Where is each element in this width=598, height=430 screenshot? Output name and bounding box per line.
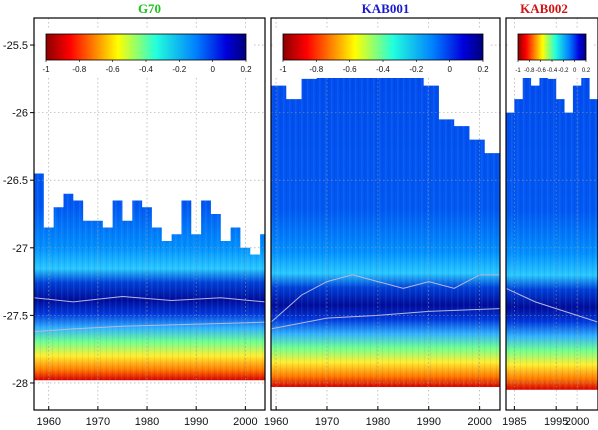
y-tick-label: -26 <box>12 108 28 120</box>
colorbar-tick-label: 0 <box>573 68 577 74</box>
colorbar-gradient <box>45 33 247 61</box>
heatmap-texture <box>271 31 500 388</box>
x-tick-label: 1960 <box>37 416 61 428</box>
colorbar: -1 -0.8 -0.6 -0.4 -0.2 0 0.2 <box>38 30 254 78</box>
panel-frame <box>505 17 598 411</box>
colorbar-tick-label: 0.2 <box>477 65 489 74</box>
colorbar-tick-label: -0.4 <box>139 65 153 74</box>
colorbar: -1 -0.8 -0.6 -0.4 -0.2 0 0.2 <box>510 30 594 78</box>
panel-title: KAB002 <box>520 1 568 16</box>
colorbar-tick-label: -0.6 <box>106 65 120 74</box>
x-tick-label: 2000 <box>565 416 589 428</box>
heatmap-texture <box>34 173 265 381</box>
colorbar-tick-label: -0.2 <box>409 65 423 74</box>
colorbar-tick-label: -0.8 <box>309 65 323 74</box>
colorbar-tick-label: -0.2 <box>558 68 569 74</box>
heatmap-texture <box>506 58 598 390</box>
x-tick-label: 1980 <box>366 416 390 428</box>
colorbar-tick-label: -0.6 <box>535 68 546 74</box>
y-tick-label: -25.5 <box>3 40 28 52</box>
colorbar-gradient <box>517 33 587 61</box>
x-tick-label: 2000 <box>233 416 257 428</box>
y-tick-label: -27.5 <box>3 310 28 322</box>
colorbar-tick-label: 0.2 <box>582 68 591 74</box>
panel-title: KAB001 <box>362 1 410 16</box>
colorbar-tick-label: 0.2 <box>240 65 252 74</box>
y-tick-label: -27 <box>12 243 28 255</box>
colorbar-tick-label: -0.8 <box>524 68 535 74</box>
colorbar-tick-label: -1 <box>279 65 287 74</box>
x-tick-label: 1985 <box>502 416 526 428</box>
colorbar-tick-label: -1 <box>42 65 50 74</box>
colorbar: -1 -0.8 -0.6 -0.4 -0.2 0 0.2 <box>275 30 491 78</box>
x-tick-label: 1990 <box>184 416 208 428</box>
y-tick-label: -28 <box>12 378 28 390</box>
colorbar-tick-label: -0.4 <box>547 68 558 74</box>
panel-title: G70 <box>138 1 161 16</box>
x-tick-label: 1960 <box>264 416 288 428</box>
x-tick-label: 1995 <box>544 416 568 428</box>
colorbar-tick-label: -0.6 <box>343 65 357 74</box>
x-tick-label: 1990 <box>417 416 441 428</box>
colorbar-gradient <box>282 33 484 61</box>
x-tick-label: 2000 <box>467 416 491 428</box>
colorbar-tick-label: -0.2 <box>172 65 186 74</box>
colorbar-tick-label: -1 <box>515 68 521 74</box>
x-tick-label: 1980 <box>135 416 159 428</box>
colorbar-tick-label: -0.4 <box>376 65 390 74</box>
y-tick-label: -26.5 <box>3 175 28 187</box>
contour-line <box>271 274 500 323</box>
panel-2: 1960 1970 1980 1990 2000 KAB001 -1 -0.8 -0.6 -0.4… <box>264 1 501 428</box>
panel-frame <box>33 17 266 411</box>
panel-1: 1960 1970 1980 1990 2000 G70 -1 -0.8 -0.6 -0.4 -0.… <box>33 1 266 428</box>
colorbar-tick-label: 0 <box>210 65 215 74</box>
colorbar-tick-label: 0 <box>447 65 452 74</box>
contour-line <box>34 321 265 333</box>
x-tick-label: 1970 <box>315 416 339 428</box>
x-tick-label: 1970 <box>86 416 110 428</box>
colorbar-tick-label: -0.8 <box>72 65 86 74</box>
panel-frame <box>270 17 501 411</box>
chart-panels: -25.5 -26 -26.5 -27 -27.5 -28 1960 1970 1980 1990… <box>3 1 598 428</box>
contour-line <box>506 287 598 323</box>
